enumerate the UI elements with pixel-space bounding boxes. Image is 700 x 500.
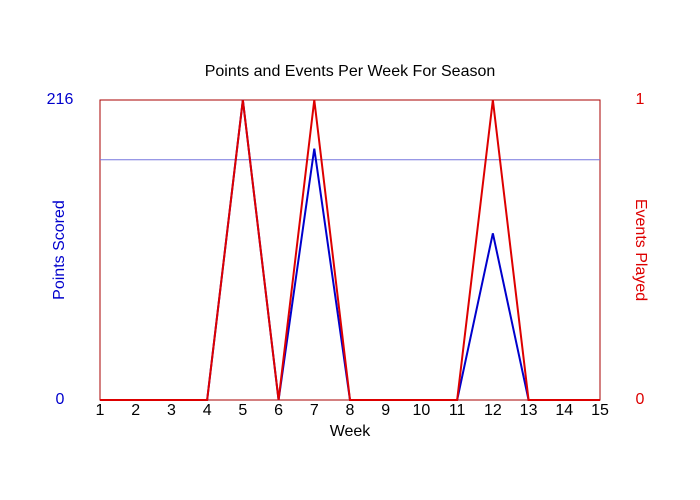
y2-axis-label: Events Played	[632, 199, 649, 301]
x-axis-label: Week	[330, 423, 372, 440]
x-tick-label: 13	[520, 402, 538, 419]
x-tick-label: 6	[274, 402, 283, 419]
x-tick-label: 8	[346, 402, 355, 419]
y-tick-label: 0	[56, 391, 65, 408]
y2-tick-label: 0	[636, 391, 645, 408]
x-tick-label: 9	[381, 402, 390, 419]
x-tick-label: 10	[413, 402, 431, 419]
chart-title: Points and Events Per Week For Season	[205, 63, 496, 80]
x-tick-label: 5	[238, 402, 247, 419]
x-tick-label: 15	[591, 402, 609, 419]
y-tick-label: 216	[47, 91, 74, 108]
x-tick-label: 7	[310, 402, 319, 419]
x-tick-label: 12	[484, 402, 502, 419]
x-tick-label: 11	[449, 402, 466, 419]
series-line	[100, 99, 600, 401]
x-tick-label: 1	[96, 402, 105, 419]
x-tick-label: 4	[203, 402, 212, 419]
plot-frame	[99, 99, 601, 401]
x-tick-label: 2	[131, 402, 140, 419]
x-tick-label: 14	[555, 402, 573, 419]
x-tick-label: 3	[167, 402, 176, 419]
y2-tick-label: 1	[636, 91, 645, 108]
y-axis-label: Points Scored	[51, 200, 68, 300]
series-line	[100, 99, 600, 401]
